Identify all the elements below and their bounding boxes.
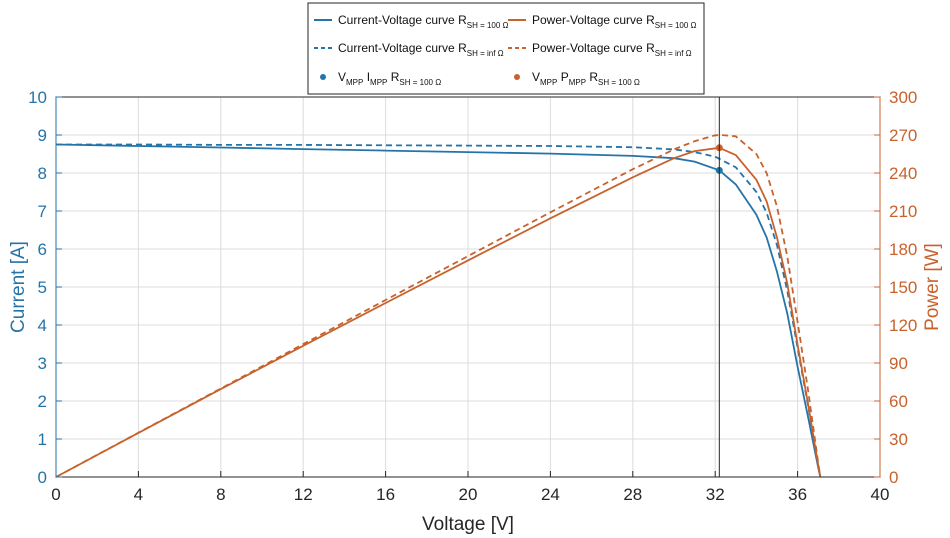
y-tick-label-left: 1 bbox=[38, 430, 47, 449]
y-tick-label-left: 8 bbox=[38, 164, 47, 183]
y-tick-label-right: 180 bbox=[889, 240, 917, 259]
x-tick-label: 32 bbox=[706, 485, 725, 504]
series-line-3 bbox=[55, 134, 822, 478]
y-tick-label-right: 210 bbox=[889, 202, 917, 221]
y-tick-label-left: 5 bbox=[38, 278, 47, 297]
y-tick-label-left: 0 bbox=[38, 468, 47, 487]
y-tick-label-left: 3 bbox=[38, 354, 47, 373]
y-tick-label-right: 150 bbox=[889, 278, 917, 297]
legend-marker-0 bbox=[320, 74, 326, 80]
y-tick-label-left: 2 bbox=[38, 392, 47, 411]
legend-label-0: Current-Voltage curve RSH = 100 Ω bbox=[338, 13, 509, 30]
y-tick-label-right: 270 bbox=[889, 126, 917, 145]
tick-layer: 0 4 8 12 16 20 24 28 32 36 40012345678910030609012… bbox=[28, 88, 917, 504]
x-tick-label: 20 bbox=[459, 485, 478, 504]
y-tick-label-left: 4 bbox=[38, 316, 47, 335]
series-line-0 bbox=[55, 143, 822, 478]
legend-label-2: Current-Voltage curve RSH = inf Ω bbox=[338, 41, 504, 58]
y-tick-label-right: 120 bbox=[889, 316, 917, 335]
x-tick-label: 36 bbox=[788, 485, 807, 504]
y-tick-label-left: 10 bbox=[28, 88, 47, 107]
x-tick-label: 0 bbox=[51, 485, 60, 504]
x-axis-label: Voltage [V] bbox=[422, 514, 514, 535]
x-tick-label: 40 bbox=[871, 485, 890, 504]
y-tick-label-right: 30 bbox=[889, 430, 908, 449]
y-tick-label-left: 9 bbox=[38, 126, 47, 145]
y-tick-label-right: 0 bbox=[889, 468, 898, 487]
y-tick-label-right: 300 bbox=[889, 88, 917, 107]
y-tick-label-left: 7 bbox=[38, 202, 47, 221]
legend-point-label-0: VMPP IMPP RSH = 100 Ω bbox=[338, 70, 441, 87]
y-tick-label-left: 6 bbox=[38, 240, 47, 259]
legend-label-1: Power-Voltage curve RSH = 100 Ω bbox=[532, 13, 697, 30]
series-line-2 bbox=[55, 146, 822, 478]
x-tick-label: 28 bbox=[623, 485, 642, 504]
y-axis-label-right: Power [W] bbox=[922, 243, 943, 331]
y-tick-label-right: 240 bbox=[889, 164, 917, 183]
y-axis-label-left: Current [A] bbox=[8, 241, 29, 333]
x-tick-label: 24 bbox=[541, 485, 560, 504]
y-tick-label-right: 90 bbox=[889, 354, 908, 373]
legend-marker-1 bbox=[514, 74, 520, 80]
series-layer bbox=[55, 134, 822, 478]
legend-point-label-1: VMPP PMPP RSH = 100 Ω bbox=[532, 70, 640, 87]
x-tick-label: 12 bbox=[294, 485, 313, 504]
x-tick-label: 16 bbox=[376, 485, 395, 504]
series-line-1 bbox=[56, 143, 822, 478]
legend-label-3: Power-Voltage curve RSH = inf Ω bbox=[532, 41, 692, 58]
legend: Current-Voltage curve RSH = 100 Ω Power-V… bbox=[307, 2, 705, 95]
x-tick-label: 4 bbox=[134, 485, 143, 504]
legend-box bbox=[307, 2, 705, 95]
y-tick-label-right: 60 bbox=[889, 392, 908, 411]
x-tick-label: 8 bbox=[216, 485, 225, 504]
